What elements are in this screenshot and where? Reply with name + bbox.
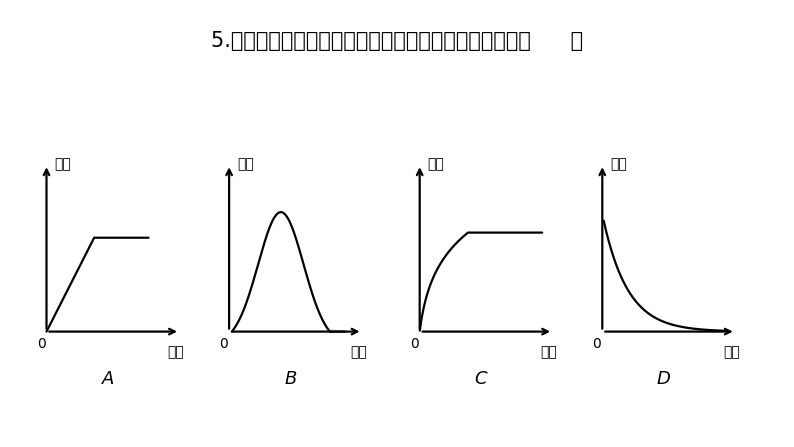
Text: 高度: 高度 [428,157,445,171]
Text: 时间: 时间 [168,345,184,359]
Text: 高度: 高度 [55,157,71,171]
Text: 时间: 时间 [723,345,740,359]
Text: C: C [475,371,488,388]
Text: 0: 0 [592,337,601,350]
Text: A: A [102,371,114,388]
Text: 高度: 高度 [611,157,627,171]
Text: 高度: 高度 [237,157,254,171]
Text: 5.跳高运动员跳跃横杆时高度与时间的关系图象大致为（      ）: 5.跳高运动员跳跃横杆时高度与时间的关系图象大致为（ ） [211,31,583,51]
Text: 时间: 时间 [350,345,367,359]
Text: B: B [284,371,297,388]
Text: 0: 0 [410,337,418,350]
Text: 0: 0 [219,337,228,350]
Text: D: D [657,371,670,388]
Text: 时间: 时间 [541,345,557,359]
Text: 0: 0 [37,337,45,350]
